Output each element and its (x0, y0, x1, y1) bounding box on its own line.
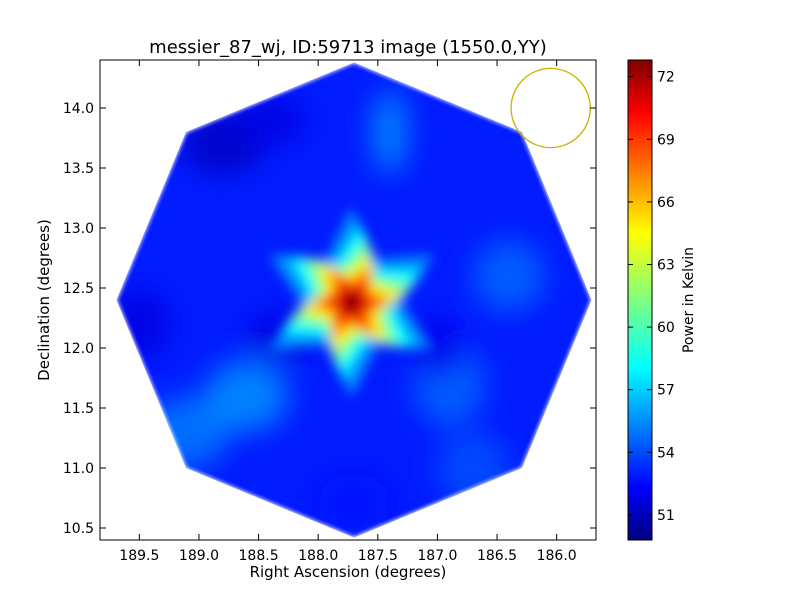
plot-area (100, 60, 596, 540)
colorbar-tick-label: 51 (657, 508, 675, 524)
central-source (269, 207, 434, 398)
y-tick-label: 11.0 (63, 461, 94, 477)
colorbar: 51 54 57 60 63 66 69 72 Power in Kelvin (627, 59, 697, 541)
colorbar-tick-label: 69 (657, 132, 675, 148)
x-tick-label: 187.5 (358, 548, 398, 564)
y-tick-label: 12.0 (63, 341, 94, 357)
colorbar-tick-label: 63 (657, 258, 675, 274)
chart-title: messier_87_wj, ID:59713 image (1550.0,YY… (149, 37, 547, 58)
y-axis: 10.5 11.0 11.5 12.0 12.5 13.0 13.5 14.0 (63, 101, 596, 537)
y-tick-label: 11.5 (63, 401, 94, 417)
x-axis-label: Right Ascension (degrees) (250, 563, 447, 581)
field-edge (111, 60, 596, 540)
y-axis-label: Declination (degrees) (35, 219, 53, 381)
x-tick-label: 188.0 (298, 548, 338, 564)
x-axis: 189.5 189.0 188.5 188.0 187.5 187.0 186.5 186.0 (119, 60, 577, 564)
field-structure (116, 90, 545, 534)
colorbar-tick-label: 54 (657, 445, 675, 461)
y-tick-label: 14.0 (63, 101, 94, 117)
y-tick-label: 13.5 (63, 161, 94, 177)
colorbar-tick-label: 66 (657, 195, 675, 211)
x-tick-label: 186.0 (537, 548, 577, 564)
colorbar-gradient (627, 59, 653, 541)
x-tick-label: 189.5 (119, 548, 159, 564)
y-tick-label: 10.5 (63, 521, 94, 537)
plot-frame (99, 59, 597, 541)
x-tick-label: 189.0 (179, 548, 219, 564)
colorbar-label: Power in Kelvin (681, 247, 697, 353)
colorbar-tick-label: 72 (657, 70, 675, 86)
x-tick-label: 186.5 (477, 548, 517, 564)
field-octagon (116, 62, 592, 538)
colorbar-ticks: 51 54 57 60 63 66 69 72 (628, 70, 675, 524)
x-tick-label: 188.5 (239, 548, 279, 564)
x-tick-label: 187.0 (417, 548, 457, 564)
y-tick-label: 12.5 (63, 281, 94, 297)
colorbar-tick-label: 57 (657, 383, 675, 399)
y-tick-label: 13.0 (63, 221, 94, 237)
colorbar-tick-label: 60 (657, 320, 675, 336)
heatmap-field (111, 60, 596, 540)
